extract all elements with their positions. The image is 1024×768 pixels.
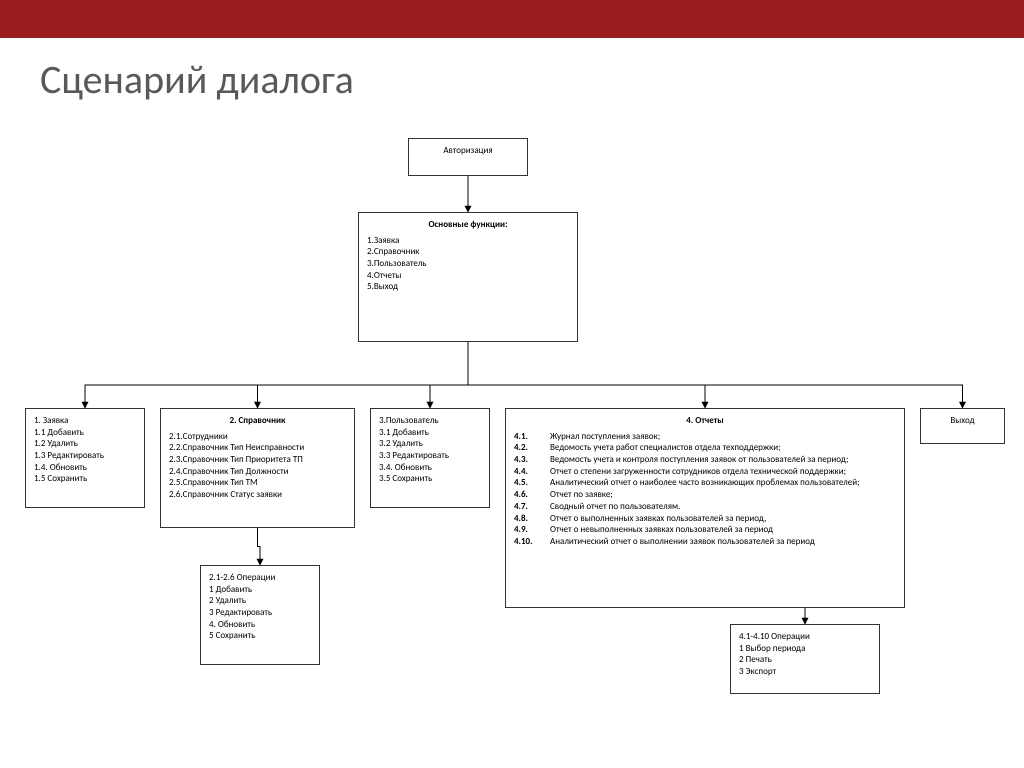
node-n1-line-0: 1. Заявка [34,415,136,427]
node-n2ops-line-4: 4. Обновить [209,619,311,631]
node-n4-row-1: 4.2.Ведомость учета работ специалистов о… [514,442,896,454]
edge-main-n3 [430,342,468,408]
node-n1-line-4: 1.4. Обновить [34,462,136,474]
node-main-line-2: 3.Пользователь [367,258,569,270]
node-n3-line-1: 3.1 Добавить [379,427,481,439]
node-main-line-1: 2.Справочник [367,246,569,258]
node-n2-title: 2. Справочник [169,415,346,427]
node-n4-row-8: 4.9.Отчет о невыполненных заявках пользо… [514,524,896,536]
node-n1-line-2: 1.2 Удалить [34,438,136,450]
node-main-title: Основные функции: [367,219,569,231]
edge-main-n1 [85,342,468,408]
node-n2ops-line-5: 5 Сохранить [209,630,311,642]
node-n4-row-9: 4.10.Аналитический отчет о выполнении за… [514,536,896,548]
node-n5: Выход [920,408,1005,444]
node-n1: 1. Заявка1.1 Добавить1.2 Удалить1.3 Реда… [25,408,145,508]
node-n1-line-1: 1.1 Добавить [34,427,136,439]
node-n2-line-4: 2.5.Справочник Тип ТМ [169,477,346,489]
edge-main-n5 [468,342,963,408]
node-n2: 2. Справочник 2.1.Сотрудники2.2.Справочни… [160,408,355,528]
node-n2ops-line-3: 3 Редактировать [209,607,311,619]
node-n2-line-0: 2.1.Сотрудники [169,431,346,443]
page-title: Сценарий диалога [40,55,354,104]
node-n2ops-line-0: 2.1-2.6 Операции [209,572,311,584]
node-n4ops-line-1: 1 Выбор периода [739,643,871,655]
node-n4-row-3: 4.4.Отчет о степени загруженности сотруд… [514,466,896,478]
node-main: Основные функции: 1.Заявка2.Справочник3.П… [358,212,578,342]
node-auth: Авторизация [408,138,528,176]
header-banner [0,0,1024,38]
node-main-line-0: 1.Заявка [367,235,569,247]
node-n4-row-5: 4.6.Отчет по заявке; [514,489,896,501]
node-n2ops-line-1: 1 Добавить [209,584,311,596]
node-n3-line-4: 3.4. Обновить [379,462,481,474]
node-n2ops: 2.1-2.6 Операции1 Добавить2 Удалить3 Ред… [200,565,320,665]
node-n4: 4. Отчеты4.1.Журнал поступления заявок;4… [505,408,905,608]
node-n1-line-3: 1.3 Редактировать [34,450,136,462]
node-n3-line-5: 3.5 Сохранить [379,473,481,485]
node-n2-line-3: 2.4.Справочник Тип Должности [169,466,346,478]
node-auth-line-0: Авторизация [417,145,519,157]
node-n2-line-2: 2.3.Справочник Тип Приоритета ТП [169,454,346,466]
node-n4-row-6: 4.7.Сводный отчет по пользователям. [514,501,896,513]
node-n2-line-5: 2.6.Справочник Статус заявки [169,489,346,501]
node-n4ops-line-0: 4.1-4.10 Операции [739,631,871,643]
node-n4-title: 4. Отчеты [514,415,896,427]
node-n2-line-1: 2.2.Справочник Тип Неисправности [169,442,346,454]
node-n4ops-line-2: 2 Печать [739,654,871,666]
node-n4ops: 4.1-4.10 Операции1 Выбор периода2 Печать… [730,624,880,694]
node-main-line-3: 4.Отчеты [367,270,569,282]
edge-main-n4 [468,342,705,408]
node-n4-row-0: 4.1.Журнал поступления заявок; [514,431,896,443]
node-n3-line-0: 3.Пользователь [379,415,481,427]
node-n2ops-line-2: 2 Удалить [209,595,311,607]
node-n4-row-4: 4.5.Аналитический отчет о наиболее часто… [514,477,896,489]
node-n5-line-0: Выход [929,415,996,427]
edge-n2-n2ops [258,528,261,565]
node-n4-row-2: 4.3.Ведомость учета и контроля поступлен… [514,454,896,466]
node-n3-line-2: 3.2 Удалить [379,438,481,450]
node-n4ops-line-3: 3 Экспорт [739,666,871,678]
node-n3-line-3: 3.3 Редактировать [379,450,481,462]
node-n1-line-5: 1.5 Сохранить [34,473,136,485]
edge-main-n2 [258,342,469,408]
node-n4-row-7: 4.8.Отчет о выполненных заявках пользова… [514,513,896,525]
node-main-line-4: 5.Выход [367,281,569,293]
node-n3: 3.Пользователь3.1 Добавить3.2 Удалить3.3… [370,408,490,508]
